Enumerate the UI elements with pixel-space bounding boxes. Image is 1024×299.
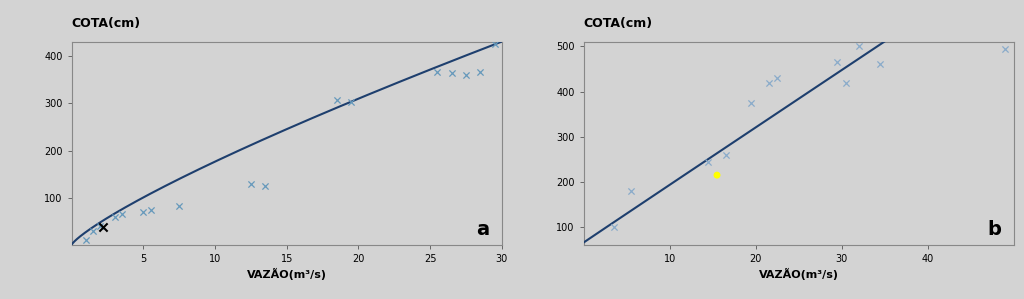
Point: [429, 69, 445, 74]
Point: [623, 189, 639, 193]
Point: [171, 204, 187, 208]
Point: [743, 100, 760, 105]
Point: [85, 229, 101, 234]
Point: [78, 238, 94, 243]
Point: [243, 181, 259, 186]
Text: a: a: [476, 220, 488, 239]
Point: [605, 225, 622, 230]
Point: [997, 46, 1014, 51]
Point: [142, 207, 159, 212]
Point: [761, 80, 777, 85]
Point: [872, 62, 889, 67]
Point: [486, 42, 503, 47]
Point: [851, 44, 867, 49]
Point: [114, 212, 130, 217]
Point: [329, 97, 345, 102]
Text: COTA(cm): COTA(cm): [584, 17, 653, 30]
Point: [838, 80, 854, 85]
Point: [257, 184, 273, 188]
X-axis label: VAZÃO(m³/s): VAZÃO(m³/s): [759, 269, 839, 280]
Point: [769, 76, 785, 80]
Point: [95, 225, 112, 230]
Point: [443, 70, 460, 75]
Point: [343, 100, 359, 104]
Point: [458, 73, 474, 77]
Point: [135, 210, 152, 214]
Point: [829, 60, 846, 65]
Point: [718, 152, 734, 157]
Point: [709, 173, 725, 178]
X-axis label: VAZÃO(m³/s): VAZÃO(m³/s): [247, 269, 327, 280]
Point: [700, 159, 717, 164]
Point: [472, 70, 488, 74]
Text: COTA(cm): COTA(cm): [72, 17, 141, 30]
Point: [106, 214, 123, 219]
Text: b: b: [987, 220, 1000, 239]
Point: [92, 224, 109, 229]
